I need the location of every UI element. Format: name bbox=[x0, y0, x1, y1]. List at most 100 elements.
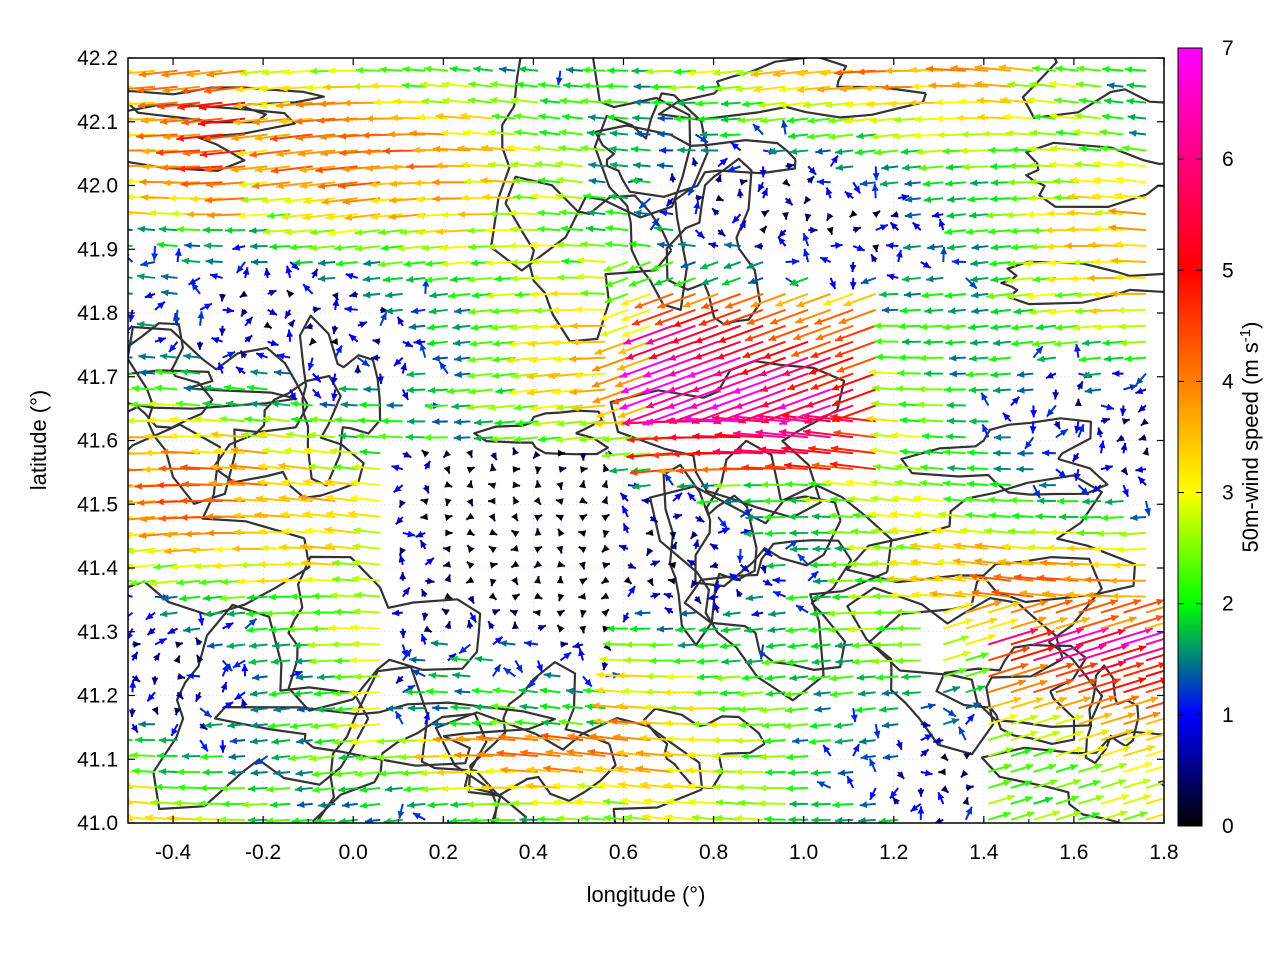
wind-vector-head bbox=[158, 768, 166, 776]
wind-vector-head bbox=[314, 738, 323, 746]
wind-vector-head bbox=[550, 290, 558, 298]
y-axis-title: latitude (°) bbox=[26, 390, 51, 491]
wind-vector-head bbox=[335, 260, 344, 267]
wind-vector-head bbox=[440, 129, 449, 137]
wind-vector-head bbox=[617, 364, 626, 371]
wind-vector-shaft bbox=[128, 484, 133, 487]
wind-vector-head bbox=[1039, 679, 1048, 687]
wind-vector-head bbox=[872, 172, 880, 181]
wind-vector-head bbox=[1005, 211, 1014, 219]
wind-vector-head bbox=[223, 384, 232, 392]
wind-vector-head bbox=[969, 417, 977, 425]
wind-vector-head bbox=[488, 404, 496, 412]
wind-vector-shaft bbox=[808, 356, 854, 375]
wind-vector-head bbox=[206, 529, 214, 537]
wind-vector-head bbox=[737, 116, 746, 124]
wind-vector-head bbox=[538, 624, 546, 632]
wind-vector-head bbox=[721, 658, 729, 666]
wind-vector-head bbox=[816, 178, 825, 186]
wind-vector-head bbox=[713, 783, 721, 791]
wind-vector-head bbox=[696, 515, 705, 522]
wind-vector-head bbox=[623, 656, 631, 664]
wind-vector-head bbox=[327, 624, 336, 632]
wind-vector-head bbox=[307, 641, 315, 649]
wind-vector-head bbox=[473, 434, 482, 442]
wind-vector-head bbox=[602, 798, 611, 806]
wind-vector-shaft bbox=[1145, 685, 1164, 694]
wind-vector-head bbox=[668, 704, 676, 712]
wind-vector-head bbox=[538, 81, 546, 89]
wind-vector-head bbox=[1029, 627, 1038, 635]
wind-vector-shaft bbox=[831, 372, 877, 391]
wind-vector-head bbox=[293, 690, 301, 698]
wind-vector-head bbox=[141, 193, 149, 201]
wind-vector-head bbox=[153, 563, 161, 571]
wind-vector-head bbox=[305, 576, 313, 584]
wind-vector-head bbox=[177, 784, 185, 792]
wind-vector-head bbox=[692, 720, 700, 728]
wind-vector-head bbox=[408, 323, 417, 331]
wind-vector-head bbox=[555, 77, 563, 86]
wind-vector-head bbox=[467, 227, 475, 235]
wind-vector-head bbox=[318, 100, 327, 108]
wind-vector-head bbox=[571, 404, 579, 412]
wind-vector-head bbox=[1103, 97, 1112, 105]
wind-vector-head bbox=[578, 546, 587, 554]
wind-vector-head bbox=[1017, 679, 1026, 687]
wind-vector-head bbox=[1128, 616, 1137, 623]
wind-vector-head bbox=[737, 690, 745, 698]
wind-vector-head bbox=[583, 193, 591, 200]
wind-vector-head bbox=[231, 134, 239, 142]
wind-vector-head bbox=[874, 337, 882, 345]
wind-vector-shaft bbox=[804, 404, 854, 425]
wind-vector-head bbox=[241, 663, 249, 672]
wind-vector-head bbox=[760, 401, 769, 408]
wind-vector-head bbox=[515, 419, 524, 427]
wind-vector-head bbox=[250, 737, 258, 745]
wind-vector-head bbox=[338, 817, 346, 823]
wind-vector-head bbox=[755, 429, 763, 437]
wind-vector-head bbox=[1099, 129, 1107, 136]
wind-vector-head bbox=[952, 557, 961, 565]
wind-vector-head bbox=[964, 618, 973, 625]
wind-vector-head bbox=[1096, 530, 1105, 538]
wind-vector-head bbox=[499, 639, 507, 647]
wind-vector-head bbox=[370, 354, 379, 362]
wind-vector-head bbox=[371, 197, 379, 205]
wind-vector-head bbox=[643, 797, 652, 805]
wind-vector-head bbox=[543, 671, 552, 679]
wind-vector-head bbox=[196, 655, 204, 663]
wind-vector-shaft bbox=[1100, 662, 1144, 678]
wind-vector-head bbox=[946, 401, 954, 409]
wind-vector-head bbox=[715, 194, 724, 201]
wind-vector-head bbox=[659, 209, 668, 217]
wind-vector-head bbox=[460, 112, 468, 120]
wind-vector-head bbox=[257, 462, 266, 470]
wind-vector-head bbox=[1035, 513, 1043, 521]
wind-vector-head bbox=[557, 560, 565, 568]
wind-vector-head bbox=[691, 385, 700, 393]
wind-vector-head bbox=[348, 722, 356, 730]
wind-vector-shaft bbox=[755, 431, 809, 439]
wind-vector-head bbox=[1087, 599, 1096, 606]
wind-vector-head bbox=[633, 83, 641, 91]
wind-vector-head bbox=[864, 84, 872, 92]
wind-vector-head bbox=[890, 790, 898, 799]
wind-vector-shaft bbox=[689, 388, 741, 410]
wind-vector-head bbox=[157, 102, 165, 110]
wind-vector-head bbox=[331, 326, 339, 335]
wind-vector-head bbox=[258, 85, 267, 93]
wind-vector-head bbox=[563, 652, 572, 660]
wind-vector-head bbox=[199, 784, 207, 792]
wind-vector-head bbox=[389, 180, 398, 188]
contour-line bbox=[298, 314, 382, 487]
wind-vector-head bbox=[971, 243, 980, 251]
wind-vector-head bbox=[1059, 696, 1067, 704]
wind-vector-head bbox=[1142, 778, 1151, 786]
wind-vector-head bbox=[512, 447, 520, 456]
wind-vector-head bbox=[1113, 561, 1121, 569]
wind-vector-head bbox=[531, 258, 539, 266]
wind-vector-head bbox=[830, 690, 838, 698]
wind-vector-head bbox=[162, 86, 171, 94]
wind-vector-head bbox=[1079, 513, 1088, 521]
